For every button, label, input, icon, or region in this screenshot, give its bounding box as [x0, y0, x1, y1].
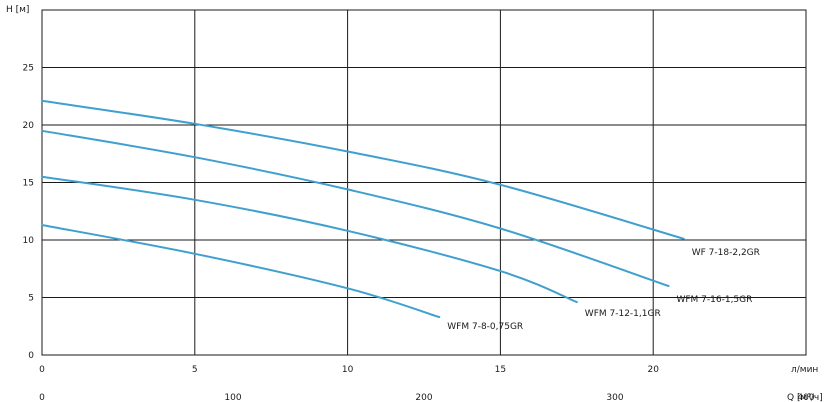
- x-tick-label: 5: [192, 365, 198, 375]
- x-tick-label: 0: [39, 365, 45, 375]
- series-label: WFM 7-8-0,75GR: [447, 322, 523, 332]
- series-label: WF 7-18-2,2GR: [692, 248, 760, 258]
- x-tick-label: 10: [342, 365, 354, 375]
- series-line: [41, 224, 441, 319]
- x-tick-label: 15: [495, 365, 506, 375]
- x2-tick-label: 400: [797, 393, 814, 402]
- y-tick-label: 25: [23, 64, 34, 74]
- x2-tick-label: 200: [415, 393, 432, 402]
- y-tick-label: 5: [28, 294, 34, 304]
- x-axis-title: л/мин: [791, 365, 818, 375]
- x2-axis-title: Q [м³/ч]: [787, 393, 823, 402]
- series-label: WFM 7-12-1,1GR: [585, 309, 661, 319]
- series-line: [41, 175, 578, 304]
- y-tick-label: 15: [23, 179, 34, 189]
- series-label: WFM 7-16-1,5GR: [676, 295, 752, 305]
- grid: [41, 9, 807, 356]
- series-line: [41, 129, 670, 287]
- x2-tick-label: 0: [39, 393, 45, 402]
- curves: [41, 99, 685, 319]
- y-tick-label: 20: [23, 121, 35, 131]
- y-tick-label: 10: [23, 236, 35, 246]
- x2-tick-label: 300: [606, 393, 623, 402]
- x-tick-label: 20: [647, 365, 659, 375]
- series-line: [41, 99, 685, 240]
- y-axis-title: H [м]: [6, 5, 29, 15]
- y-tick-label: 0: [28, 351, 34, 361]
- x2-tick-label: 100: [224, 393, 241, 402]
